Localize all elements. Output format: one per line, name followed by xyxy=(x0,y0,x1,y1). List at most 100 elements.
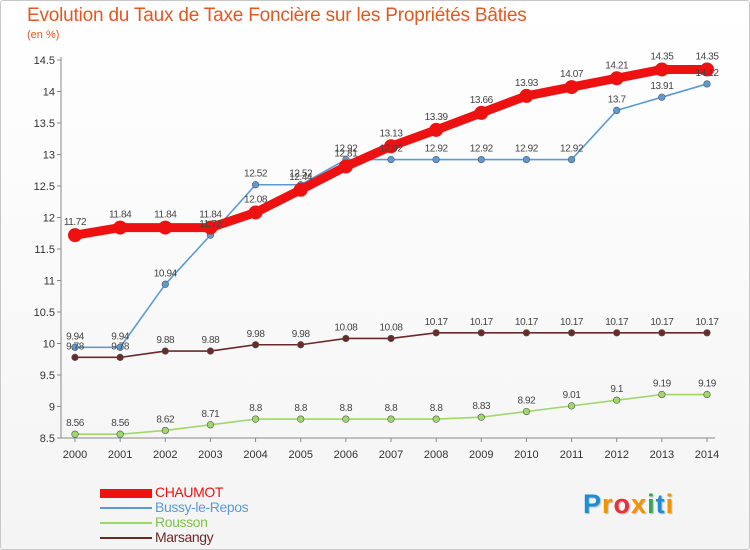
x-tick-label: 2007 xyxy=(379,449,403,461)
x-tick-label: 2006 xyxy=(334,449,358,461)
data-label-bussy-le-repos: 13.91 xyxy=(650,81,674,92)
data-point-marsangy xyxy=(613,329,621,337)
y-tick-label: 14.5 xyxy=(34,55,55,67)
data-point-chaumot xyxy=(158,220,173,235)
data-label-marsangy: 9.88 xyxy=(156,335,175,346)
data-label-chaumot: 14.21 xyxy=(605,60,629,71)
data-label-rousson: 9.1 xyxy=(610,384,624,395)
data-point-chaumot xyxy=(203,220,218,235)
data-point-bussy-le-repos xyxy=(71,343,79,351)
data-point-chaumot xyxy=(113,220,128,235)
data-label-marsangy: 10.17 xyxy=(560,317,584,328)
data-label-rousson: 8.83 xyxy=(472,401,491,412)
data-point-bussy-le-repos xyxy=(522,155,531,164)
x-tick-label: 2000 xyxy=(63,449,87,461)
legend-item-rousson: Rousson xyxy=(100,514,300,531)
legend-swatch-rousson xyxy=(100,522,152,524)
logo-letter: r xyxy=(602,489,614,519)
data-label-chaumot: 11.84 xyxy=(154,210,177,221)
data-point-rousson xyxy=(251,415,260,423)
data-label-marsangy: 9.78 xyxy=(111,341,130,352)
data-point-chaumot xyxy=(338,159,353,174)
data-point-chaumot xyxy=(564,80,579,95)
data-point-marsangy xyxy=(251,341,260,349)
x-tick-label: 2001 xyxy=(108,449,132,461)
data-point-chaumot xyxy=(609,71,624,86)
x-tick-label: 2010 xyxy=(514,449,538,461)
x-tick-label: 2008 xyxy=(424,449,448,461)
legend-item-bussy: Bussy-le-Repos xyxy=(100,499,300,516)
data-label-rousson: 8.62 xyxy=(156,414,175,425)
x-tick-label: 2009 xyxy=(469,449,493,461)
logo-letter: o xyxy=(613,489,632,519)
x-tick-label: 2011 xyxy=(560,449,584,461)
data-label-chaumot: 13.13 xyxy=(379,128,403,139)
data-label-bussy-le-repos: 12.92 xyxy=(515,144,539,155)
data-point-marsangy xyxy=(161,347,169,355)
data-label-bussy-le-repos: 12.92 xyxy=(560,144,584,155)
legend-label-chaumot: CHAUMOT xyxy=(155,484,223,500)
data-label-rousson: 8.8 xyxy=(294,403,308,414)
data-point-chaumot xyxy=(68,228,82,243)
data-label-bussy-le-repos: 12.92 xyxy=(425,144,449,155)
y-tick-label: 11 xyxy=(44,276,55,288)
x-tick-label: 2012 xyxy=(604,449,628,461)
legend-item-chaumot: CHAUMOT xyxy=(100,484,300,501)
data-point-bussy-le-repos xyxy=(251,181,260,189)
data-label-rousson: 8.56 xyxy=(66,418,85,429)
data-point-marsangy xyxy=(658,329,666,337)
data-point-chaumot xyxy=(519,88,534,103)
data-point-chaumot xyxy=(654,62,669,77)
x-tick-label: 2013 xyxy=(650,449,674,461)
data-label-chaumot: 14.07 xyxy=(560,69,584,80)
data-label-marsangy: 9.98 xyxy=(247,329,266,340)
data-point-rousson xyxy=(658,390,666,399)
data-point-bussy-le-repos xyxy=(703,80,711,88)
data-point-bussy-le-repos xyxy=(432,155,440,164)
legend-swatch-bussy xyxy=(100,507,152,509)
data-label-marsangy: 10.17 xyxy=(515,317,539,328)
data-point-chaumot xyxy=(248,205,263,220)
data-label-bussy-le-repos: 11.72 xyxy=(199,219,222,230)
proxiti-logo: Proxiti xyxy=(583,489,674,520)
data-point-rousson xyxy=(116,430,124,438)
y-tick-label: 14 xyxy=(43,87,55,99)
data-label-marsangy: 9.88 xyxy=(201,335,220,346)
data-label-rousson: 8.8 xyxy=(385,403,399,414)
data-label-chaumot: 11.72 xyxy=(64,217,87,228)
data-point-marsangy xyxy=(387,334,395,343)
data-label-bussy-le-repos: 10.94 xyxy=(154,268,178,279)
data-label-chaumot: 11.84 xyxy=(199,210,222,221)
data-label-marsangy: 10.17 xyxy=(695,317,719,328)
data-point-marsangy xyxy=(567,329,576,337)
data-point-bussy-le-repos xyxy=(477,155,485,164)
data-point-marsangy xyxy=(342,334,350,343)
data-label-rousson: 9.19 xyxy=(653,379,672,390)
data-label-marsangy: 10.17 xyxy=(650,317,674,328)
logo-letter: i xyxy=(647,489,656,519)
legend-swatch-marsangy xyxy=(100,537,152,539)
data-label-chaumot: 13.39 xyxy=(425,112,449,123)
data-point-bussy-le-repos xyxy=(613,106,621,114)
data-label-bussy-le-repos: 12.52 xyxy=(289,169,313,180)
data-label-marsangy: 10.08 xyxy=(379,322,403,333)
logo-letter: P xyxy=(583,489,603,519)
logo-letter: t xyxy=(655,489,666,519)
data-point-chaumot xyxy=(474,105,489,120)
data-label-rousson: 8.71 xyxy=(201,409,220,420)
data-point-rousson xyxy=(703,390,711,399)
data-point-bussy-le-repos xyxy=(161,280,169,288)
y-tick-label: 12 xyxy=(43,213,55,225)
x-tick-label: 2002 xyxy=(153,449,177,461)
data-point-rousson xyxy=(387,415,395,423)
x-tick-label: 2005 xyxy=(288,449,312,461)
data-label-chaumot: 14.35 xyxy=(650,51,674,62)
legend-swatch-chaumot xyxy=(100,489,152,498)
data-label-rousson: 8.56 xyxy=(111,418,130,429)
data-point-rousson xyxy=(71,430,79,438)
logo-letter: i xyxy=(665,489,675,519)
y-tick-label: 12.5 xyxy=(34,181,55,193)
data-label-chaumot: 12.44 xyxy=(289,172,313,183)
data-label-bussy-le-repos: 9.94 xyxy=(66,331,85,342)
y-tick-label: 10 xyxy=(43,339,55,351)
